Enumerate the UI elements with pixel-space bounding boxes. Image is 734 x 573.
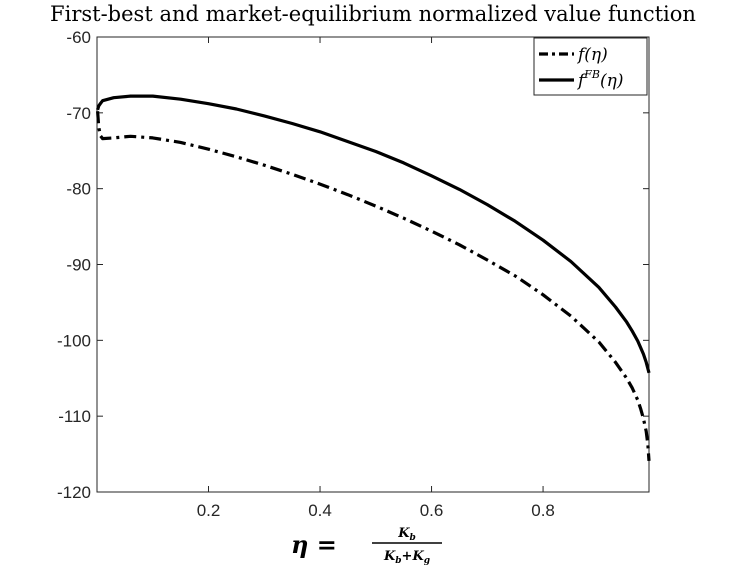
series-f-line bbox=[96, 111, 651, 462]
legend: f(η) fFB(η) bbox=[533, 37, 648, 96]
series-layer bbox=[96, 94, 651, 462]
x-tick-label: 0.2 bbox=[197, 501, 221, 520]
y-tick-label: -100 bbox=[57, 331, 91, 350]
y-tick-label: -80 bbox=[66, 180, 91, 199]
axes: -60 -70 -80 -90 -100 -110 -120 0.2 0.4 0.6 0.8 bbox=[57, 28, 650, 520]
chart-title: First-best and market-equilibrium normal… bbox=[50, 2, 696, 26]
x-label-numerator: Kb bbox=[397, 526, 416, 543]
x-label-lhs: η = bbox=[291, 530, 337, 559]
y-tick-label: -110 bbox=[58, 407, 91, 426]
legend-box bbox=[533, 37, 648, 96]
y-tick-label: -70 bbox=[66, 104, 91, 123]
series-fFB-line bbox=[96, 94, 651, 374]
legend-label: fFB(η) bbox=[576, 68, 623, 91]
x-tick-label: 0.4 bbox=[308, 501, 332, 520]
x-label-denominator: Kb+Kg bbox=[383, 549, 430, 566]
y-tick-label: -120 bbox=[57, 483, 91, 502]
y-tick-label: -90 bbox=[66, 256, 91, 275]
x-tick-label: 0.6 bbox=[420, 501, 444, 520]
y-tick-label: -60 bbox=[66, 28, 91, 47]
x-tick-label: 0.8 bbox=[531, 501, 555, 520]
x-axis-label: η = Kb Kb+Kg bbox=[291, 526, 442, 566]
legend-label: f(η) bbox=[576, 45, 608, 65]
plot-frame bbox=[96, 36, 650, 493]
